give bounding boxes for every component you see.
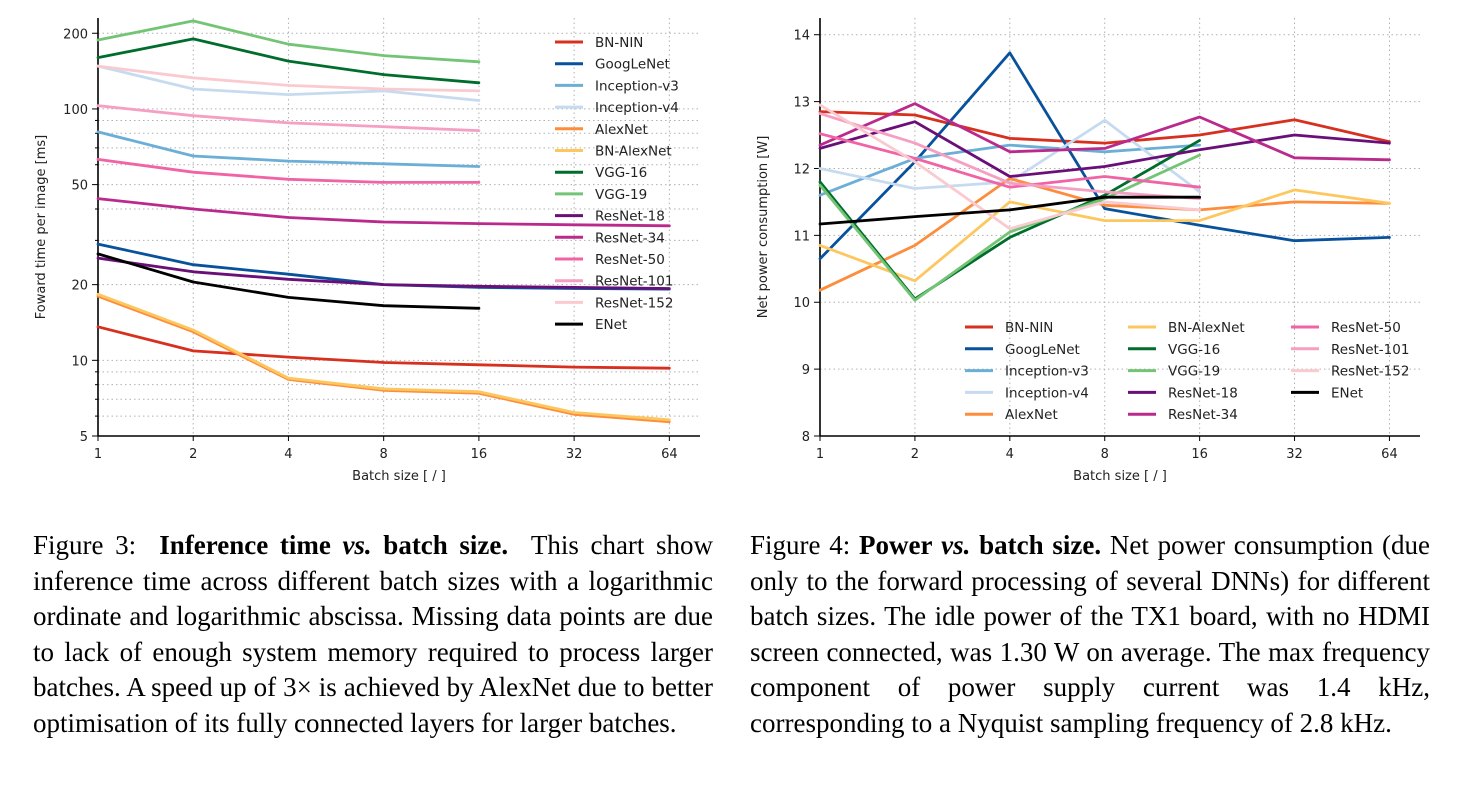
legend-label-resnet-34: ResNet-34 — [1168, 407, 1238, 423]
legend-label-inception-v3: Inception-v3 — [595, 78, 679, 94]
y-tick-label: 12 — [793, 162, 810, 177]
series-line-resnet-34 — [96, 197, 671, 228]
series-line-alexnet — [818, 177, 1391, 292]
x-tick-label: 2 — [189, 447, 197, 462]
series-line-enet — [818, 195, 1202, 226]
y-tick-label: 9 — [802, 363, 810, 378]
x-tick-label: 4 — [1006, 447, 1014, 462]
x-tick-label: 8 — [380, 447, 388, 462]
legend-label-bn-alexnet: BN-AlexNet — [595, 144, 672, 160]
figure-4-title-part1: Power — [858, 530, 933, 560]
y-tick-label: 10 — [71, 354, 88, 369]
figure-3-body: This chart show inference time across di… — [33, 530, 714, 738]
y-tick-label: 50 — [71, 179, 88, 194]
legend-label-resnet-101: ResNet-101 — [1331, 342, 1409, 358]
y-tick-label: 10 — [793, 296, 810, 311]
x-tick-label: 8 — [1101, 447, 1109, 462]
series-line-resnet-50 — [96, 157, 481, 184]
x-tick-label: 32 — [1286, 447, 1303, 462]
x-tick-label: 16 — [471, 447, 488, 462]
series-line-resnet-101 — [96, 104, 481, 133]
legend-label-resnet-152: ResNet-152 — [595, 295, 673, 311]
legend-label-vgg-19: VGG-19 — [595, 187, 647, 203]
legend-label-resnet-18: ResNet-18 — [595, 209, 665, 225]
figure-3-caption: Figure 3: Inference time vs. batch size.… — [33, 528, 713, 741]
series-line-enet — [96, 252, 481, 310]
series-line-inception-v3 — [96, 130, 481, 168]
y-tick-label: 200 — [63, 27, 88, 42]
y-axis-label: Net power consumption [W] — [756, 136, 771, 319]
legend-label-resnet-18: ResNet-18 — [1168, 385, 1238, 401]
inference-time-chart: 1 2 4 8 16 32 64 5 10 20 50 100 200 Batch size [ / ] F… — [34, 18, 700, 484]
figure-4-body: Net power consumption (due only to the f… — [750, 530, 1430, 738]
legend-label-resnet-50: ResNet-50 — [595, 252, 665, 268]
series-line-vgg-19 — [96, 19, 481, 64]
legend-label-alexnet: AlexNet — [595, 122, 648, 138]
legend-label-resnet-50: ResNet-50 — [1331, 320, 1401, 336]
legend-label-vgg-19: VGG-19 — [1168, 364, 1220, 380]
x-tick-label: 16 — [1191, 447, 1208, 462]
legend-label-resnet-101: ResNet-101 — [595, 274, 673, 290]
figure-3-label: Figure 3: — [33, 530, 137, 560]
legend-label-bn-alexnet: BN-AlexNet — [1168, 320, 1245, 336]
series-line-bn-alexnet — [96, 292, 671, 422]
legend-label-googlenet: GoogLeNet — [1005, 342, 1080, 358]
figure-4-caption: Figure 4: Power vs. batch size. Net powe… — [750, 528, 1430, 741]
legend-label-enet: ENet — [595, 317, 627, 333]
series-line-resnet-18 — [818, 120, 1391, 178]
series-line-resnet-34 — [818, 102, 1391, 162]
series-line-vgg-16 — [96, 37, 481, 85]
series-line-vgg-19 — [818, 153, 1202, 302]
legend-label-vgg-16: VGG-16 — [1168, 342, 1220, 358]
series-line-resnet-101 — [818, 112, 1202, 201]
y-axis-label: Foward time per image [ms] — [34, 135, 49, 320]
series-line-resnet-152 — [818, 103, 1202, 231]
y-tick-label: 20 — [71, 279, 88, 294]
y-tick-label: 5 — [80, 430, 88, 445]
figure-3-title-vs: vs. — [342, 530, 372, 560]
x-tick-label: 1 — [816, 447, 824, 462]
x-tick-label: 64 — [661, 447, 678, 462]
x-tick-label: 1 — [94, 447, 102, 462]
legend-label-alexnet: AlexNet — [1005, 407, 1058, 423]
legend-label-bn-nin: BN-NIN — [1005, 320, 1053, 336]
y-tick-label: 11 — [793, 229, 810, 244]
figure-3-title-part2: batch size. — [383, 530, 509, 560]
x-tick-label: 64 — [1381, 447, 1398, 462]
series-line-bn-alexnet — [818, 188, 1391, 283]
x-axis-label: Batch size [ / ] — [352, 469, 446, 484]
legend-label-resnet-34: ResNet-34 — [595, 230, 665, 246]
figure-4-title-vs: vs. — [941, 530, 971, 560]
legend-label-vgg-16: VGG-16 — [595, 165, 647, 181]
series-line-resnet-50 — [818, 132, 1202, 189]
x-tick-label: 32 — [566, 447, 583, 462]
legend-label-inception-v4: Inception-v4 — [1005, 385, 1089, 401]
x-tick-label: 2 — [911, 447, 919, 462]
series-line-bn-nin — [96, 325, 671, 370]
series-line-resnet-152 — [96, 64, 481, 93]
x-tick-label: 4 — [284, 447, 292, 462]
legend-label-resnet-152: ResNet-152 — [1331, 364, 1409, 380]
figure-3-title-part1: Inference time — [159, 530, 331, 560]
series-line-inception-v4 — [96, 64, 481, 102]
series-line-bn-nin — [818, 110, 1391, 145]
y-tick-label: 100 — [63, 103, 88, 118]
legend-label-inception-v3: Inception-v3 — [1005, 364, 1089, 380]
series-line-resnet-18 — [96, 256, 671, 290]
legend-label-enet: ENet — [1331, 385, 1363, 401]
x-axis-label: Batch size [ / ] — [1073, 469, 1167, 484]
y-tick-label: 14 — [793, 29, 810, 44]
legend-label-googlenet: GoogLeNet — [595, 57, 670, 73]
legend-label-inception-v4: Inception-v4 — [595, 100, 679, 116]
y-tick-label: 8 — [802, 430, 810, 445]
series-line-inception-v3 — [818, 143, 1202, 197]
figure-4-title-part2: batch size. — [979, 530, 1102, 560]
y-tick-label: 13 — [793, 96, 810, 111]
legend-label-bn-nin: BN-NIN — [595, 35, 643, 51]
figure-4-label: Figure 4: — [750, 530, 851, 560]
